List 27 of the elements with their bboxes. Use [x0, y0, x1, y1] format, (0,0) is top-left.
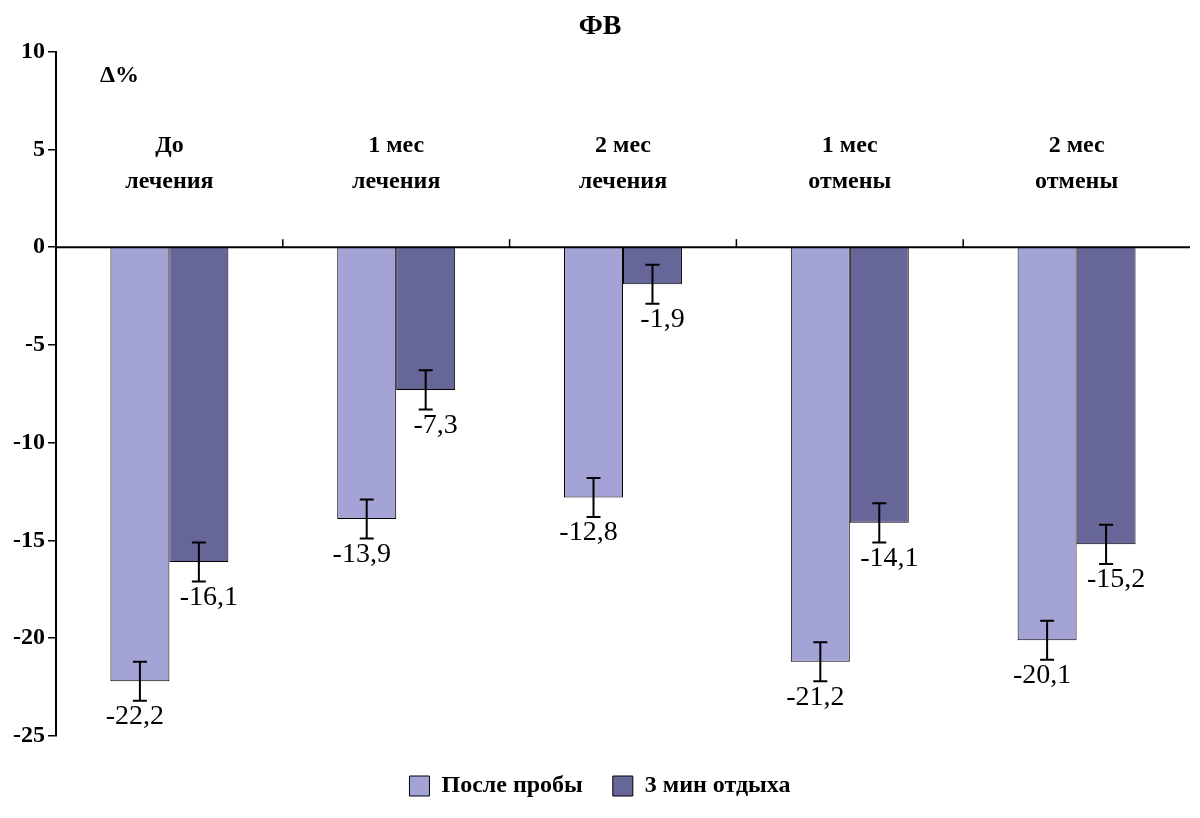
x-tick-label: 1 мес лечения — [352, 130, 441, 193]
data-label: -14,1 — [860, 540, 919, 572]
y-tick-label: -20 — [12, 623, 45, 650]
data-label: -13,9 — [332, 536, 391, 568]
x-tick-label: 1 мес отмены — [808, 130, 892, 193]
data-label: -1,9 — [640, 302, 685, 334]
legend-label: После пробы — [441, 771, 584, 798]
x-tick-label: До лечения — [125, 130, 214, 193]
chart-title: ФВ — [578, 9, 622, 41]
data-label: -15,2 — [1086, 562, 1146, 594]
data-label: -21,2 — [786, 679, 845, 711]
y-axis-title: Δ% — [99, 60, 140, 87]
data-label: -22,2 — [105, 699, 165, 731]
y-tick-label: 5 — [32, 134, 45, 161]
x-tick-label: 2 мес лечения — [578, 130, 668, 193]
y-tick-label: 0 — [32, 232, 45, 259]
y-tick-label: -25 — [12, 721, 45, 748]
data-label: -16,1 — [179, 579, 239, 611]
legend-label: 3 мин отдыха — [644, 771, 791, 798]
data-label: -12,8 — [559, 515, 618, 547]
y-tick-label: -15 — [12, 525, 45, 552]
data-label: -20,1 — [1012, 658, 1072, 690]
y-tick-label: 10 — [20, 36, 45, 63]
x-tick-label: 2 мес отмены — [1035, 130, 1119, 193]
data-label: -7,3 — [413, 407, 458, 439]
y-tick-label: -5 — [24, 330, 45, 357]
y-tick-label: -10 — [12, 427, 45, 454]
